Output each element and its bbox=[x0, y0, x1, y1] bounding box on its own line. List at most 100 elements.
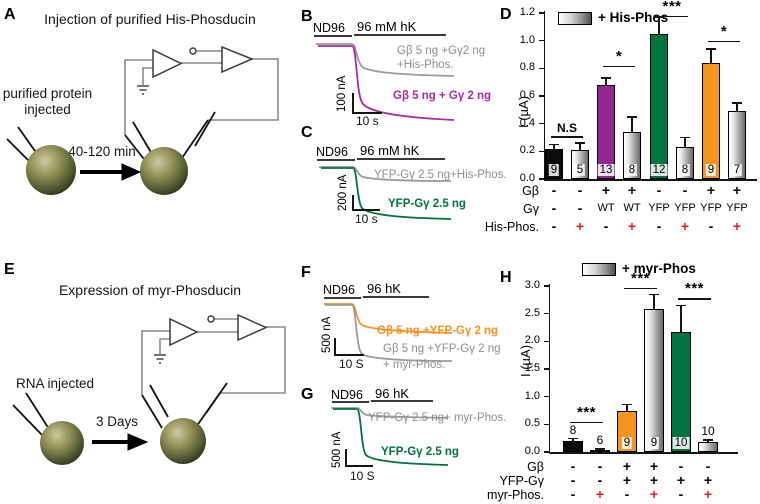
error-bar-cap bbox=[680, 136, 690, 139]
error-bar-stem bbox=[684, 137, 686, 148]
scalebar-vertical bbox=[345, 449, 347, 467]
panel-letter-b: B bbox=[301, 8, 313, 25]
condition-value: + bbox=[627, 182, 637, 198]
condition-row-label: Gβ bbox=[527, 460, 544, 474]
y-tick-label: 0.6 bbox=[519, 89, 535, 101]
trace-label-orange: Gβ 5 ng +YFP-Gγ 2 ng bbox=[377, 325, 499, 337]
solution-bar bbox=[371, 400, 433, 402]
sig-label: N.S bbox=[556, 121, 578, 136]
solution-bar bbox=[332, 401, 369, 403]
n-label: 8 bbox=[626, 164, 638, 176]
y-tick bbox=[539, 39, 544, 42]
y-tick-label: 0.8 bbox=[519, 61, 535, 74]
y-tick-label: 2.5 bbox=[524, 306, 540, 319]
bar bbox=[698, 442, 718, 452]
condition-value: + bbox=[601, 182, 611, 198]
legend-swatch bbox=[558, 12, 592, 25]
current-traces bbox=[319, 166, 452, 220]
y-tick bbox=[544, 451, 549, 453]
n-label: 6 bbox=[596, 433, 604, 448]
panel-c-traces: C ND96 96 mM hK YFP-Gγ 2.5 ng+His-Phos. … bbox=[295, 122, 507, 247]
panel-d-bar-chart: D 0.0 0.2 0.4 0.6 0.8 1.0 1.2 I (µA) + His-Phos 9… bbox=[480, 0, 760, 250]
x-axis bbox=[543, 179, 757, 181]
panel-letter-a: A bbox=[4, 6, 16, 23]
scalebar-horizontal bbox=[345, 465, 373, 467]
bar bbox=[702, 62, 720, 179]
bar bbox=[590, 449, 610, 452]
error-bar-stem bbox=[626, 404, 628, 412]
bar bbox=[597, 84, 615, 179]
solution-bar bbox=[357, 158, 445, 160]
condition-value: - bbox=[570, 458, 576, 474]
solution-bar bbox=[314, 35, 352, 37]
y-tick bbox=[539, 178, 544, 180]
y-tick bbox=[544, 368, 549, 370]
condition-value: - bbox=[577, 182, 583, 198]
y-tick-label: 0.2 bbox=[519, 144, 535, 157]
condition-value: + bbox=[622, 458, 632, 474]
condition-row-label: myr-Phos. bbox=[487, 488, 544, 502]
bar bbox=[644, 309, 664, 452]
n-label: 9 bbox=[648, 437, 660, 449]
y-tick bbox=[544, 340, 549, 343]
condition-value: - bbox=[624, 486, 630, 502]
oocyte-before bbox=[40, 421, 84, 465]
scalebar-time-label: 10 S bbox=[339, 357, 364, 371]
scalebar-time-label: 10 s bbox=[355, 212, 378, 226]
trace-label-magenta: Gβ 5 ng + Gγ 2 ng bbox=[393, 90, 492, 102]
condition-value: + bbox=[575, 218, 585, 234]
y-tick bbox=[544, 285, 549, 287]
condition-value: + bbox=[622, 472, 632, 488]
y-tick bbox=[539, 67, 544, 70]
error-bar-stem bbox=[553, 144, 555, 149]
y-tick-label: 1.2 bbox=[519, 6, 535, 18]
scalebar-time-label: 10 S bbox=[350, 469, 375, 483]
condition-value: - bbox=[603, 218, 609, 234]
y-tick-label: 2.0 bbox=[524, 334, 540, 347]
condition-value: - bbox=[551, 182, 557, 198]
solution-nd96-label: ND96 bbox=[313, 21, 345, 35]
scalebar-horizontal bbox=[352, 112, 382, 114]
condition-value: - bbox=[656, 218, 662, 234]
y-tick-label: 0.0 bbox=[519, 172, 535, 184]
n-label: 13 bbox=[597, 164, 615, 176]
legend-swatch bbox=[582, 263, 616, 276]
expression-time-label: 3 Days bbox=[95, 414, 139, 429]
y-tick bbox=[544, 423, 549, 426]
condition-value: + bbox=[649, 458, 659, 474]
sig-label: *** bbox=[662, 0, 682, 15]
trace-with-phosducin bbox=[331, 407, 449, 419]
error-bar-cap bbox=[706, 48, 716, 50]
trace-label-gray-2: +His-Phos. bbox=[397, 59, 454, 71]
condition-value: + bbox=[627, 218, 637, 234]
error-bar-stem bbox=[631, 116, 633, 132]
error-bar-stem bbox=[707, 439, 709, 443]
solution-bar bbox=[363, 296, 429, 298]
trace-label-gray-1: Gβ 5 ng +Gγ2 ng bbox=[397, 45, 486, 57]
scalebar-current-label: 500 nA bbox=[331, 431, 343, 468]
y-tick bbox=[544, 395, 549, 398]
panel-letter-e: E bbox=[4, 261, 15, 278]
condition-row-label: Gβ bbox=[522, 184, 539, 198]
solution-bar bbox=[317, 159, 355, 161]
electrode-needles bbox=[12, 382, 228, 436]
solution-hk-label: 96 hK bbox=[375, 386, 409, 401]
current-traces bbox=[316, 43, 455, 121]
n-label: 5 bbox=[574, 164, 586, 176]
bar bbox=[563, 440, 583, 452]
trace-with-phosducin bbox=[319, 166, 452, 182]
sig-bracket bbox=[624, 287, 657, 290]
sig-label: * bbox=[720, 22, 728, 40]
condition-value: + bbox=[676, 472, 686, 488]
error-bar-cap bbox=[595, 448, 605, 450]
scalebar-current-label: 500 nA bbox=[321, 316, 333, 353]
n-label: 8 bbox=[569, 422, 577, 437]
incubation-time-label: 40-120 min bbox=[68, 144, 136, 159]
bar bbox=[728, 111, 746, 179]
bar bbox=[650, 33, 668, 179]
trace-label-green: YFP-Gγ 2.5 ng bbox=[388, 198, 466, 210]
sig-label: * bbox=[615, 47, 623, 65]
condition-value: - bbox=[577, 200, 583, 216]
sig-label: *** bbox=[630, 269, 651, 287]
y-tick-label: 0.4 bbox=[519, 116, 535, 129]
